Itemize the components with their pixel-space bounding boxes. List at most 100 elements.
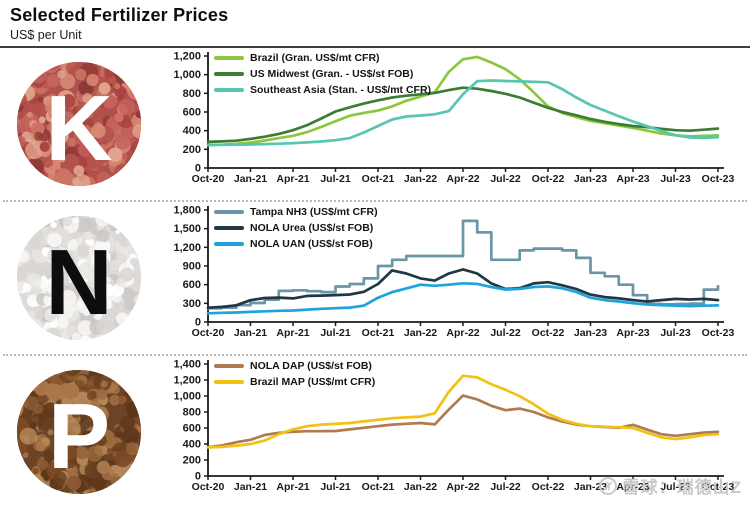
x-tick-label: Jan-21 <box>234 173 267 185</box>
legend-swatch-us-midwest-gran-us-st-fob <box>214 72 244 76</box>
legend-label: Southeast Asia (Stan. - US$/mt CFR) <box>250 84 431 96</box>
x-tick-label: Apr-21 <box>276 327 309 339</box>
x-tick-label: Oct-22 <box>532 481 565 493</box>
x-tick-label: Apr-22 <box>446 173 479 185</box>
phosphate-letter: P <box>48 384 110 488</box>
nitrogen-prills-icon: N <box>15 214 143 342</box>
panel-potash: K Brazil (Gran. US$/mt CFR) US Midwest (G… <box>0 48 750 200</box>
y-tick-label: 200 <box>183 144 201 156</box>
legend-item-nola-dap-us-st-fob: NOLA DAP (US$/st FOB) <box>214 358 375 374</box>
legend-label: US Midwest (Gran. - US$/st FOB) <box>250 68 413 80</box>
phosphate-legend: NOLA DAP (US$/st FOB) Brazil MAP (US$/mt … <box>214 358 375 390</box>
xueqiu-logo-icon <box>598 476 618 496</box>
legend-swatch-tampa-nh3-us-mt-cfr <box>214 210 244 214</box>
x-tick-label: Jul-23 <box>660 327 691 339</box>
y-tick-label: 400 <box>183 125 201 137</box>
chart-panels: K Brazil (Gran. US$/mt CFR) US Midwest (G… <box>0 48 750 508</box>
legend-label: NOLA UAN (US$/st FOB) <box>250 238 373 250</box>
x-tick-label: Oct-23 <box>702 173 735 185</box>
nitrogen-icon-cell: N <box>0 202 158 354</box>
y-tick-label: 600 <box>183 279 201 291</box>
x-tick-label: Jul-22 <box>490 327 521 339</box>
x-tick-label: Oct-21 <box>362 481 395 493</box>
legend-item-us-midwest-gran-us-st-fob: US Midwest (Gran. - US$/st FOB) <box>214 66 431 82</box>
x-tick-label: Oct-20 <box>192 173 225 185</box>
legend-swatch-brazil-gran-us-mt-cfr <box>214 56 244 60</box>
x-tick-label: Jan-21 <box>234 481 267 493</box>
x-tick-label: Jul-21 <box>320 481 351 493</box>
x-tick-label: Oct-22 <box>532 327 565 339</box>
potash-granules-icon: K <box>15 60 143 188</box>
y-tick-label: 900 <box>183 261 201 273</box>
x-tick-label: Apr-22 <box>446 481 479 493</box>
series-line-nola-dap-us-st-fob <box>208 396 718 448</box>
x-tick-label: Apr-21 <box>276 173 309 185</box>
y-tick-label: 1,200 <box>173 51 201 63</box>
y-tick-label: 1,000 <box>173 69 201 81</box>
legend-item-brazil-gran-us-mt-cfr: Brazil (Gran. US$/mt CFR) <box>214 50 431 66</box>
legend-label: NOLA DAP (US$/st FOB) <box>250 360 372 372</box>
y-tick-label: 300 <box>183 298 201 310</box>
x-tick-label: Jul-22 <box>490 173 521 185</box>
potash-legend: Brazil (Gran. US$/mt CFR) US Midwest (Gra… <box>214 50 431 98</box>
y-tick-label: 200 <box>183 455 201 467</box>
nitrogen-legend: Tampa NH3 (US$/mt CFR) NOLA Urea (US$/st … <box>214 204 378 252</box>
y-tick-label: 1,200 <box>173 242 201 254</box>
x-tick-label: Jul-23 <box>660 173 691 185</box>
legend-item-nola-uan-us-st-fob: NOLA UAN (US$/st FOB) <box>214 236 378 252</box>
legend-swatch-nola-dap-us-st-fob <box>214 364 244 368</box>
x-tick-label: Oct-20 <box>192 481 225 493</box>
panel-nitrogen: N Tampa NH3 (US$/mt CFR) NOLA Urea (US$/s… <box>0 202 750 354</box>
phosphate-granules-icon: P <box>15 368 143 496</box>
y-tick-label: 600 <box>183 423 201 435</box>
x-tick-label: Jan-22 <box>404 327 437 339</box>
legend-label: Brazil MAP (US$/mt CFR) <box>250 376 375 388</box>
x-tick-label: Jan-22 <box>404 481 437 493</box>
watermark-text: 雪球：瑞德山Z <box>623 473 742 498</box>
x-tick-label: Jan-23 <box>574 327 607 339</box>
x-tick-label: Oct-21 <box>362 327 395 339</box>
legend-item-southeast-asia-stan-us-mt-cfr: Southeast Asia (Stan. - US$/mt CFR) <box>214 82 431 98</box>
y-tick-label: 1,000 <box>173 391 201 403</box>
x-tick-label: Apr-23 <box>616 327 649 339</box>
legend-label: NOLA Urea (US$/st FOB) <box>250 222 373 234</box>
y-tick-label: 1,800 <box>173 205 201 217</box>
legend-swatch-southeast-asia-stan-us-mt-cfr <box>214 88 244 92</box>
y-tick-label: 800 <box>183 407 201 419</box>
legend-swatch-nola-uan-us-st-fob <box>214 242 244 246</box>
x-tick-label: Apr-23 <box>616 173 649 185</box>
legend-swatch-nola-urea-us-st-fob <box>214 226 244 230</box>
x-tick-label: Jul-22 <box>490 481 521 493</box>
y-tick-label: 600 <box>183 107 201 119</box>
legend-item-brazil-map-us-mt-cfr: Brazil MAP (US$/mt CFR) <box>214 374 375 390</box>
x-tick-label: Apr-22 <box>446 327 479 339</box>
x-tick-label: Apr-21 <box>276 481 309 493</box>
x-tick-label: Oct-20 <box>192 327 225 339</box>
y-tick-label: 1,500 <box>173 223 201 235</box>
potash-letter: K <box>45 76 112 180</box>
x-tick-label: Jan-21 <box>234 327 267 339</box>
nitrogen-letter: N <box>45 230 112 334</box>
potash-chart-cell: Brazil (Gran. US$/mt CFR) US Midwest (Gra… <box>158 48 750 200</box>
phosphate-icon-cell: P <box>0 356 158 508</box>
legend-label: Brazil (Gran. US$/mt CFR) <box>250 52 380 64</box>
y-tick-label: 1,200 <box>173 375 201 387</box>
y-tick-label: 1,400 <box>173 359 201 371</box>
page-subtitle: US$ per Unit <box>10 28 740 46</box>
legend-label: Tampa NH3 (US$/mt CFR) <box>250 206 378 218</box>
x-tick-label: Jan-23 <box>574 173 607 185</box>
x-tick-label: Oct-22 <box>532 173 565 185</box>
legend-swatch-brazil-map-us-mt-cfr <box>214 380 244 384</box>
x-tick-label: Oct-21 <box>362 173 395 185</box>
y-tick-label: 800 <box>183 88 201 100</box>
nitrogen-chart-cell: Tampa NH3 (US$/mt CFR) NOLA Urea (US$/st … <box>158 202 750 354</box>
header: Selected Fertilizer Prices US$ per Unit <box>0 0 750 46</box>
x-tick-label: Jul-21 <box>320 173 351 185</box>
page-title: Selected Fertilizer Prices <box>10 5 740 26</box>
potash-icon-cell: K <box>0 48 158 200</box>
legend-item-nola-urea-us-st-fob: NOLA Urea (US$/st FOB) <box>214 220 378 236</box>
watermark: 雪球：瑞德山Z <box>598 473 742 498</box>
x-tick-label: Jan-22 <box>404 173 437 185</box>
y-tick-label: 400 <box>183 439 201 451</box>
